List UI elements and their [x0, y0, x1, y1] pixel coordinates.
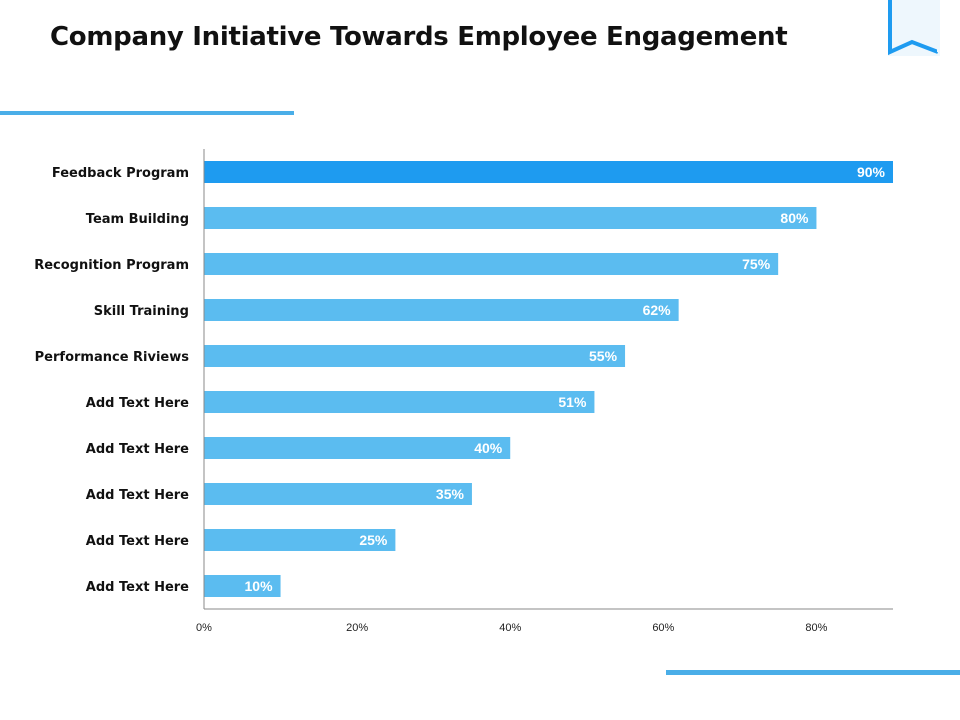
x-tick-label-4: 80% [805, 622, 827, 634]
category-label-3: Skill Training [94, 304, 189, 319]
bookmark-icon [888, 0, 940, 56]
bar-8 [204, 529, 396, 551]
accent-line-top [0, 111, 294, 115]
category-label-7: Add Text Here [86, 488, 189, 503]
data-label-3: 62% [643, 302, 672, 318]
category-label-5: Add Text Here [86, 396, 189, 411]
data-label-9: 10% [245, 578, 274, 594]
category-label-8: Add Text Here [86, 534, 189, 549]
category-label-4: Performance Riviews [35, 350, 190, 365]
data-label-6: 40% [474, 440, 503, 456]
x-tick-label-1: 20% [346, 622, 368, 634]
bar-5 [204, 391, 595, 413]
data-label-2: 75% [742, 256, 771, 272]
data-label-7: 35% [436, 486, 465, 502]
data-label-5: 51% [558, 394, 587, 410]
data-label-0: 90% [857, 164, 886, 180]
data-label-4: 55% [589, 348, 618, 364]
category-label-9: Add Text Here [86, 580, 189, 595]
accent-line-bottom [666, 670, 960, 675]
page-title: Company Initiative Towards Employee Enga… [50, 22, 788, 52]
data-label-1: 80% [780, 210, 809, 226]
category-label-6: Add Text Here [86, 442, 189, 457]
bars-layer: 90% 80% 75% 62% 55% 51% 40% 35% 25% 10% [204, 161, 893, 597]
data-label-8: 25% [359, 532, 388, 548]
bar-1 [204, 207, 817, 229]
bar-2 [204, 253, 779, 275]
x-tick-label-2: 40% [499, 622, 521, 634]
bar-9 [204, 575, 281, 597]
bar-0 [204, 161, 893, 183]
bar-7 [204, 483, 472, 505]
bar-6 [204, 437, 511, 459]
axis-layer: Feedback Program Team Building Recognition… [34, 149, 893, 634]
category-label-1: Team Building [86, 212, 189, 227]
category-label-2: Recognition Program [34, 258, 189, 273]
x-tick-label-3: 60% [652, 622, 674, 634]
bar-3 [204, 299, 679, 321]
category-label-0: Feedback Program [52, 166, 189, 181]
x-tick-label-0: 0% [196, 622, 212, 634]
bar-4 [204, 345, 626, 367]
